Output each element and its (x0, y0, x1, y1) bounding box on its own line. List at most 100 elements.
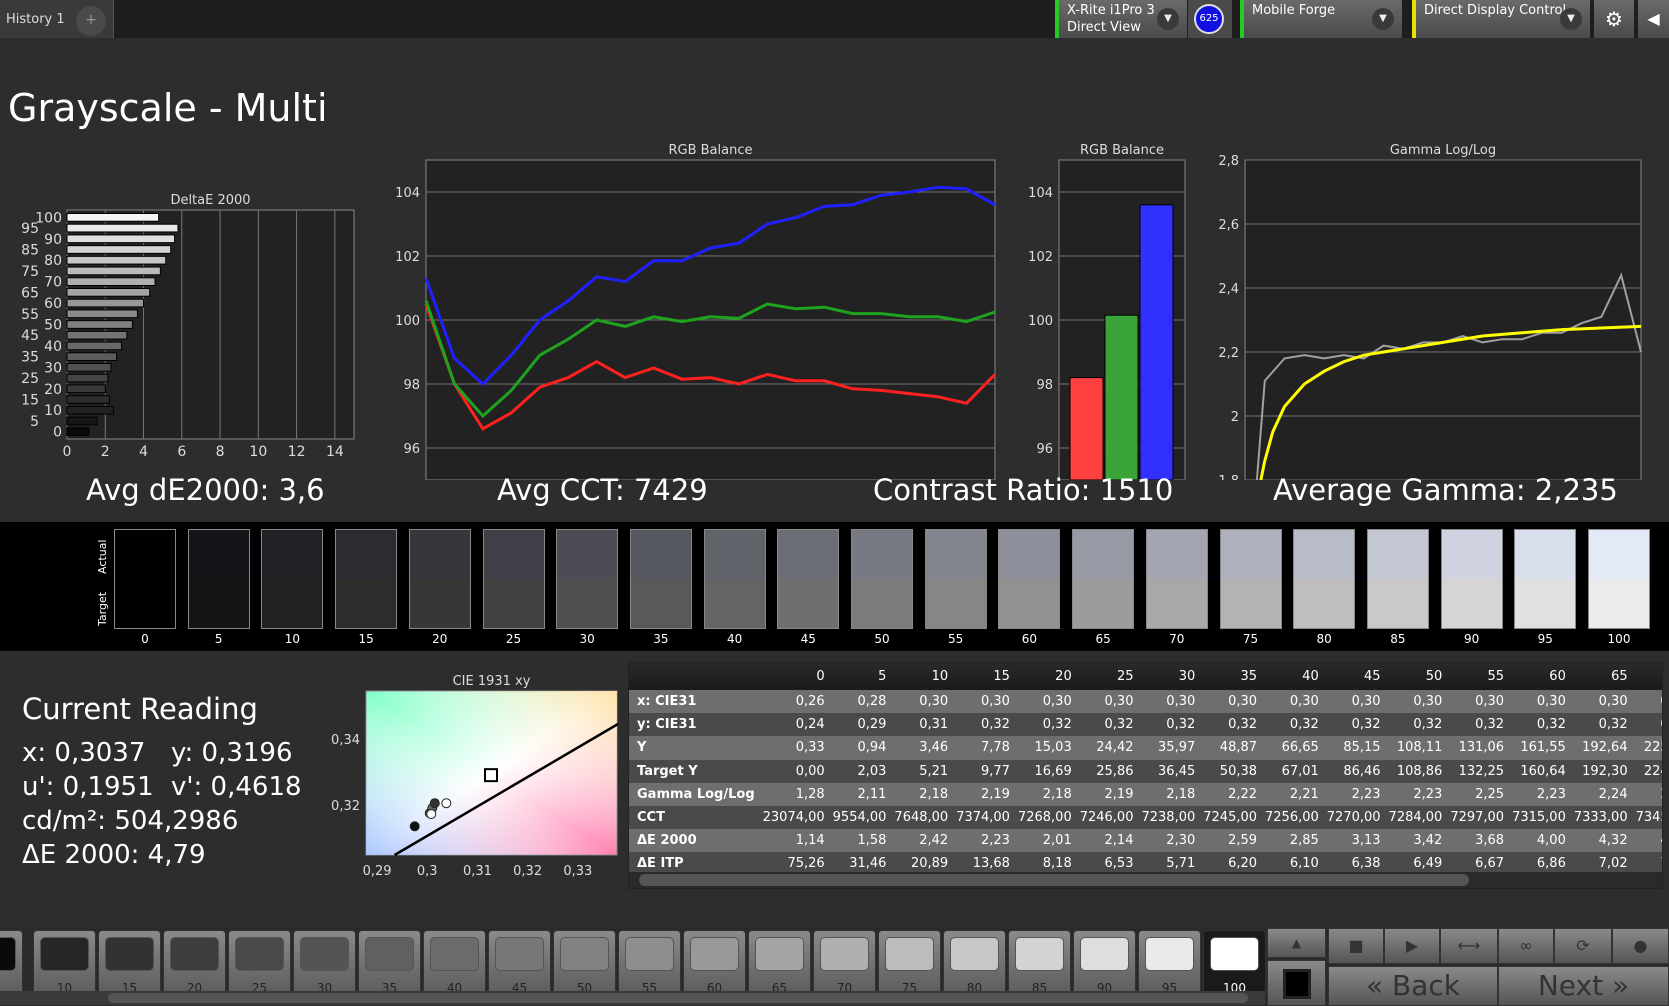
double-chevron-right-icon: » (1612, 969, 1630, 1002)
table-cell: 7648,00 (890, 805, 953, 830)
patch-button[interactable]: 100 (1203, 930, 1266, 998)
swatch-level-label: 65 (1095, 632, 1111, 646)
table-cell: 2,23 (1322, 782, 1385, 806)
patch-button[interactable]: 40 (423, 930, 486, 998)
circle-icon: ● (1633, 936, 1648, 955)
row-label: CCT (629, 805, 759, 830)
settings-button[interactable]: ⚙ (1594, 0, 1634, 38)
loop-button[interactable]: ∞ (1498, 928, 1554, 964)
x-tick-label: 10 (249, 444, 267, 460)
y-tick-label: 102 (1028, 250, 1053, 265)
table-cell: 225,24 (1631, 736, 1662, 760)
table-cell: 2,19 (1075, 782, 1138, 806)
table-cell: 6,86 (1508, 852, 1570, 876)
refresh-button[interactable]: ⟳ (1554, 928, 1612, 964)
de-bar (66, 234, 176, 244)
table-cell: 35,97 (1137, 736, 1200, 760)
row-label: ΔE ITP (629, 852, 759, 876)
table-cell: 2,22 (1199, 782, 1262, 806)
swatch-level-label: 100 (1607, 632, 1631, 646)
patch-color (105, 937, 154, 971)
grayscale-swatch (1366, 529, 1429, 629)
table-cell: 132,25 (1446, 759, 1509, 783)
stop-button[interactable]: ■ (1328, 928, 1384, 964)
column-header: 25 (1075, 663, 1138, 690)
actual-color (557, 530, 618, 579)
scroll-up-button[interactable]: ▲ (1267, 928, 1326, 958)
y-tick-label: 2,2 (1218, 346, 1239, 361)
table-cell: 20,89 (890, 852, 953, 876)
table-cell: 7374,00 (952, 805, 1014, 830)
table-cell: 2,23 (1384, 782, 1447, 806)
profile-dropdown[interactable]: Mobile Forge ▼ (1240, 0, 1402, 38)
current-reading-title: Current Reading (22, 692, 258, 726)
next-button[interactable]: Next » (1498, 966, 1669, 1006)
patch-button[interactable]: 95 (1138, 930, 1201, 998)
patch-color (625, 937, 674, 971)
table-scrollbar[interactable] (629, 872, 1662, 888)
table-row: ΔE 2000 1,14 1,58 2,42 2,23 2,01 2,14 2,30 2,59 2… (629, 829, 1662, 853)
patch-button[interactable]: 50 (553, 930, 616, 998)
column-header: 0 (758, 663, 829, 690)
control-dropdown[interactable]: Direct Display Control ▼ (1412, 0, 1590, 38)
actual-color (115, 530, 175, 579)
table-scrollbar-thumb[interactable] (639, 874, 1469, 886)
table-cell: 0,32 (1569, 713, 1632, 737)
contrast-summary: Contrast Ratio: 1510 (873, 473, 1174, 507)
swatch-level-label: 75 (1242, 632, 1259, 646)
patch-button[interactable]: 80 (943, 930, 1006, 998)
back-button[interactable]: « Back (1328, 966, 1498, 1006)
target-color (778, 579, 839, 628)
patch-button[interactable]: 20 (163, 930, 226, 998)
patch-button[interactable]: 55 (618, 930, 681, 998)
table-cell: 2,14 (1075, 829, 1138, 853)
patch-button[interactable]: 60 (683, 930, 746, 998)
patch-button[interactable]: 30 (293, 930, 356, 998)
step-button[interactable]: ⟷ (1440, 928, 1498, 964)
patch-button[interactable]: 70 (813, 930, 876, 998)
column-header: 50 (1384, 663, 1447, 690)
patch-button[interactable] (0, 930, 23, 998)
grayscale-swatch (1145, 529, 1208, 629)
table-cell: 0,30 (1137, 690, 1200, 714)
patch-button[interactable]: 25 (228, 930, 291, 998)
patch-color (690, 937, 739, 971)
table-cell: 2,24 (1631, 782, 1662, 806)
table-cell: 0,32 (1446, 713, 1509, 737)
actual-color (925, 530, 986, 579)
patch-button[interactable]: 85 (1008, 930, 1071, 998)
record-button[interactable]: ● (1612, 928, 1669, 964)
y-tick-label: 2 (1231, 410, 1239, 425)
patch-button[interactable]: 65 (748, 930, 811, 998)
add-tab-button[interactable]: + (76, 6, 106, 36)
x-tick-label: 0 (63, 444, 72, 460)
table-cell: 7333,00 (1569, 805, 1632, 830)
play-button[interactable]: ▶ (1384, 928, 1440, 964)
reading-delta-e: ΔE 2000: 4,79 (22, 840, 206, 870)
meter-badge-box[interactable]: 625 (1188, 0, 1232, 38)
y-tick-label: 60 (44, 296, 62, 312)
patch-button[interactable]: 75 (878, 930, 941, 998)
table-cell: 2,01 (1013, 829, 1076, 853)
patch-button[interactable]: 15 (98, 930, 161, 998)
x-tick-label: 0,29 (363, 864, 392, 879)
white-point-target (483, 768, 498, 783)
de-bar (66, 352, 118, 361)
patch-scrollbar-thumb[interactable] (108, 993, 1248, 1003)
patch-button[interactable]: 45 (488, 930, 551, 998)
grayscale-swatch (482, 529, 545, 629)
swatch-level-label: 60 (1021, 632, 1038, 646)
collapse-button[interactable]: ◀ (1638, 0, 1669, 38)
patch-scrollbar[interactable] (0, 991, 1265, 1005)
patch-button[interactable]: 90 (1073, 930, 1136, 998)
swatch-level-label: 35 (653, 632, 669, 646)
y-tick-label: 100 (1028, 314, 1053, 329)
patch-button[interactable]: 10 (33, 930, 96, 998)
reading-v: v': 0,4618 (171, 772, 302, 802)
de-bar (66, 330, 128, 340)
table-row: y: CIE31 0,24 0,29 0,31 0,32 0,32 0,32 0,32 0,32… (629, 713, 1662, 737)
meter-dropdown[interactable]: X-Rite i1Pro 3 Direct View ▼ (1055, 0, 1187, 38)
patch-view-button[interactable] (1267, 960, 1326, 1006)
patch-button[interactable]: 35 (358, 930, 421, 998)
y-tick-label: 5 (30, 414, 39, 430)
